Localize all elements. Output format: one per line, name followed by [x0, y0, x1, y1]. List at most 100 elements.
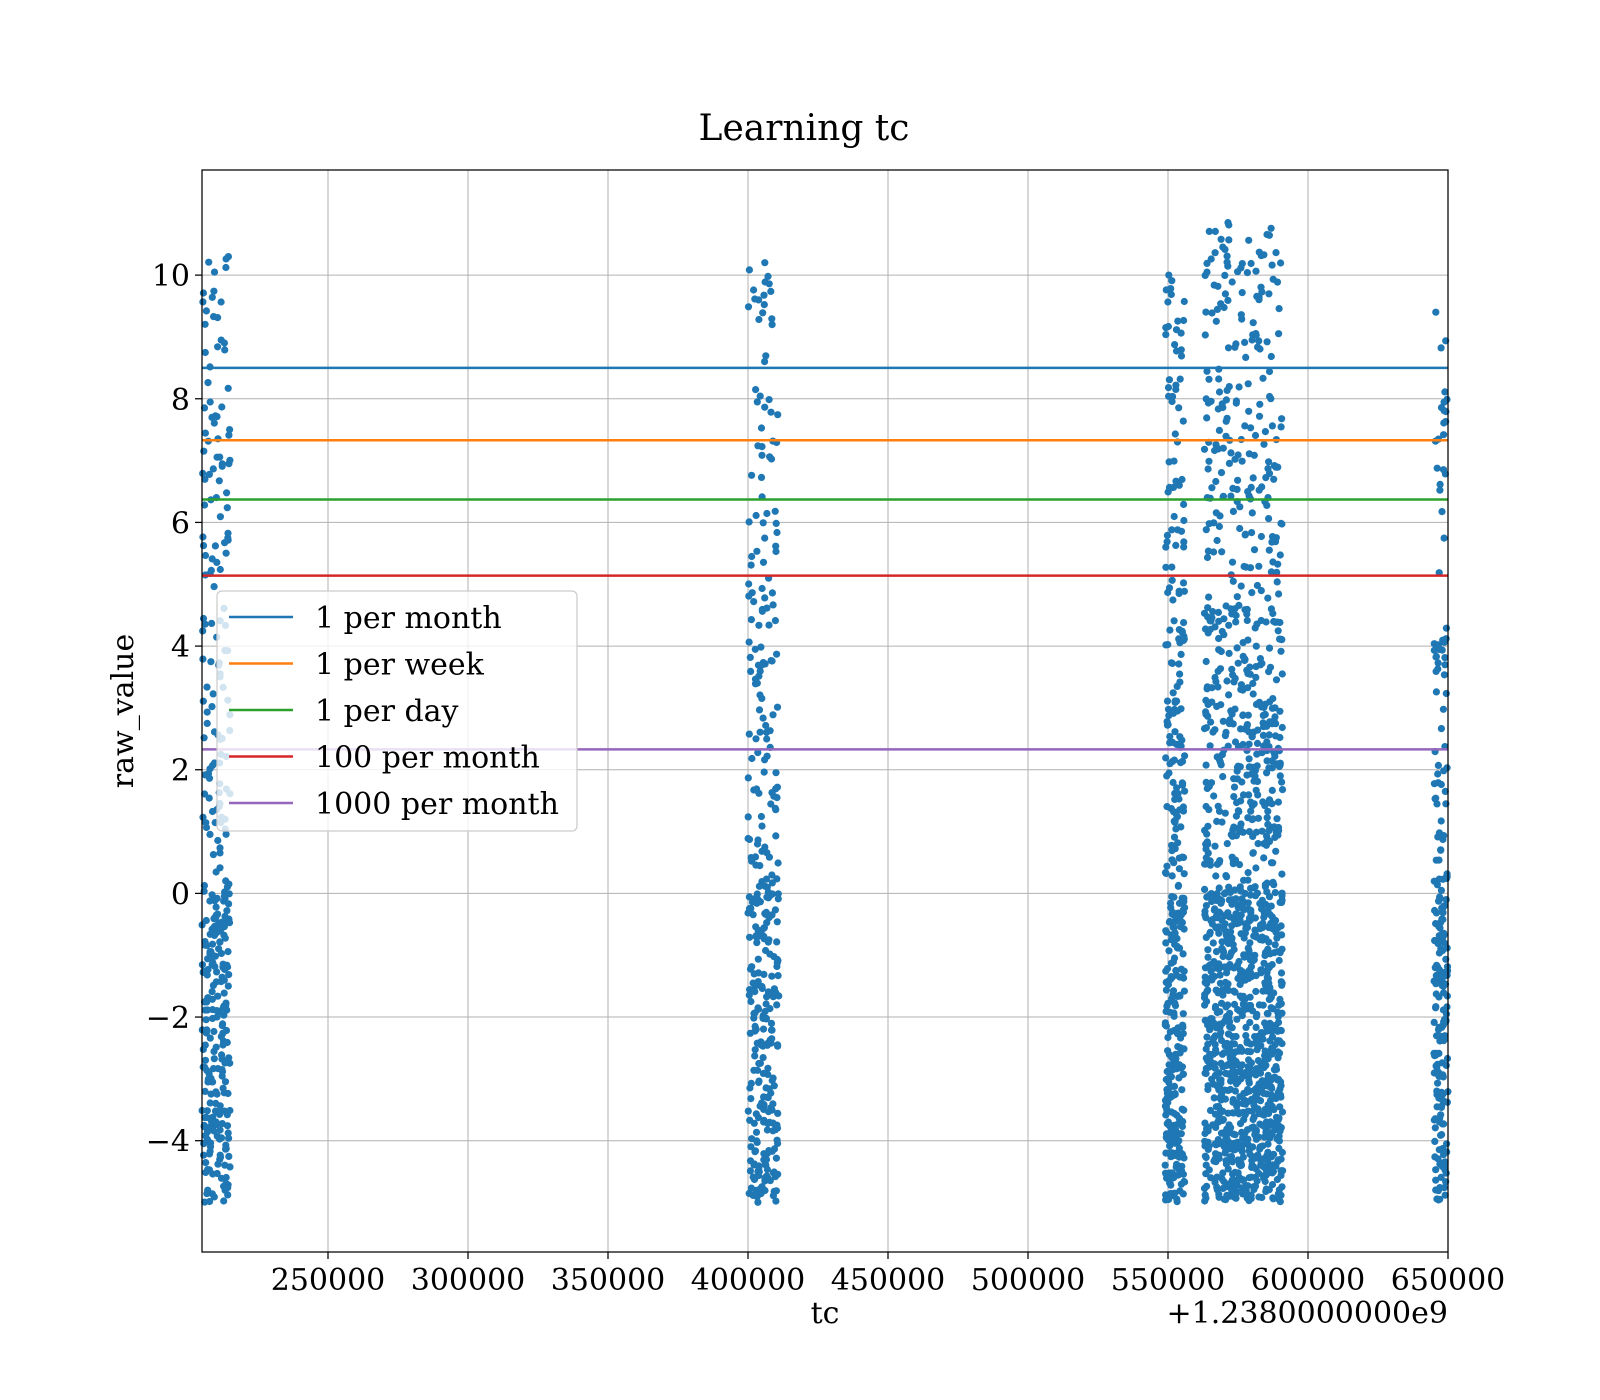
scatter-point: [1212, 872, 1220, 880]
scatter-point: [754, 1172, 763, 1180]
scatter-point: [1206, 861, 1214, 869]
scatter-point: [213, 1007, 221, 1015]
scatter-point: [1211, 623, 1219, 631]
scatter-point: [1432, 1049, 1440, 1057]
scatter-point: [1259, 936, 1267, 944]
scatter-point: [1257, 283, 1265, 291]
scatter-point: [1228, 831, 1236, 839]
scatter-point: [1252, 331, 1260, 339]
scatter-point: [1202, 657, 1210, 666]
y-tick-label: 0: [171, 877, 190, 912]
scatter-point: [1433, 1032, 1441, 1040]
scatter-point: [209, 1170, 217, 1178]
scatter-point: [1229, 941, 1237, 949]
scatter-point: [1210, 792, 1218, 800]
scatter-point: [203, 683, 211, 691]
scatter-point: [1438, 930, 1446, 938]
scatter-point: [1272, 928, 1280, 936]
scatter-point: [1431, 1115, 1439, 1123]
scatter-point: [1211, 249, 1219, 257]
scatter-point: [1201, 1142, 1209, 1150]
scatter-point: [746, 1029, 754, 1037]
scatter-point: [773, 918, 781, 926]
scatter-point: [204, 1166, 212, 1174]
scatter-point: [748, 552, 756, 561]
scatter-point: [759, 1069, 768, 1077]
scatter-point: [1245, 450, 1253, 458]
scatter-point: [770, 1187, 778, 1195]
scatter-point: [1220, 1049, 1228, 1057]
scatter-point: [1164, 1098, 1172, 1107]
scatter-point: [1215, 1102, 1223, 1111]
scatter-point: [1213, 1082, 1221, 1090]
scatter-point: [1241, 531, 1249, 539]
scatter-point: [1172, 326, 1181, 334]
scatter-point: [1440, 1120, 1448, 1128]
scatter-point: [1175, 914, 1183, 922]
scatter-point: [200, 404, 209, 412]
scatter-point: [772, 1154, 781, 1162]
scatter-point: [1213, 860, 1221, 868]
scatter-point: [1233, 593, 1241, 601]
scatter-point: [767, 287, 775, 295]
scatter-point: [1247, 1069, 1255, 1077]
scatter-point: [212, 1043, 220, 1051]
scatter-point: [1253, 1010, 1261, 1019]
scatter-point: [1252, 663, 1260, 671]
scatter-point: [1433, 800, 1441, 808]
scatter-point: [1254, 840, 1262, 848]
scatter-point: [223, 504, 231, 512]
scatter-point: [1274, 560, 1282, 568]
scatter-point: [207, 1090, 215, 1098]
scatter-point: [217, 1174, 226, 1182]
scatter-point: [1225, 383, 1233, 391]
scatter-point: [772, 832, 780, 840]
scatter-point: [747, 1079, 755, 1087]
scatter-point: [1168, 856, 1176, 864]
scatter-point: [1249, 319, 1257, 327]
scatter-point: [225, 900, 233, 908]
scatter-point: [1247, 259, 1255, 268]
scatter-point: [1231, 343, 1239, 351]
scatter-point: [1251, 883, 1259, 891]
scatter-point: [757, 424, 766, 432]
scatter-point: [1257, 532, 1265, 541]
scatter-point: [217, 925, 225, 934]
scatter-point: [1205, 227, 1213, 235]
scatter-point: [1441, 654, 1449, 662]
scatter-point: [1278, 981, 1286, 989]
scatter-point: [1268, 261, 1276, 269]
scatter-point: [1259, 1172, 1267, 1180]
scatter-point: [1169, 596, 1177, 604]
scatter-point: [751, 675, 760, 683]
x-axis-label: tc: [811, 1296, 840, 1331]
scatter-point: [1440, 1036, 1448, 1044]
scatter-point: [199, 627, 207, 635]
scatter-point: [1226, 1009, 1234, 1017]
scatter-point: [1165, 947, 1173, 955]
scatter-point: [1432, 980, 1440, 988]
scatter-point: [768, 871, 776, 879]
scatter-point: [759, 558, 768, 566]
scatter-point: [1274, 798, 1282, 806]
scatter-point: [1278, 415, 1286, 423]
scatter-point: [1266, 910, 1274, 919]
legend-label: 1 per day: [315, 694, 459, 729]
scatter-point: [750, 970, 758, 978]
scatter-point: [1223, 258, 1231, 266]
scatter-point: [767, 800, 775, 808]
scatter-point: [750, 286, 758, 294]
scatter-point: [1204, 604, 1212, 612]
scatter-point: [1172, 541, 1180, 550]
scatter-point: [1249, 474, 1257, 482]
scatter-point: [203, 708, 211, 716]
scatter-point: [1437, 344, 1445, 352]
scatter-point: [745, 266, 754, 274]
scatter-point: [1174, 317, 1182, 325]
scatter-point: [1235, 808, 1243, 816]
scatter-point: [207, 658, 215, 666]
x-tick-label: 450000: [831, 1263, 946, 1298]
scatter-point: [1238, 1047, 1246, 1055]
scatter-point: [1265, 796, 1274, 804]
legend-box: [216, 590, 578, 832]
